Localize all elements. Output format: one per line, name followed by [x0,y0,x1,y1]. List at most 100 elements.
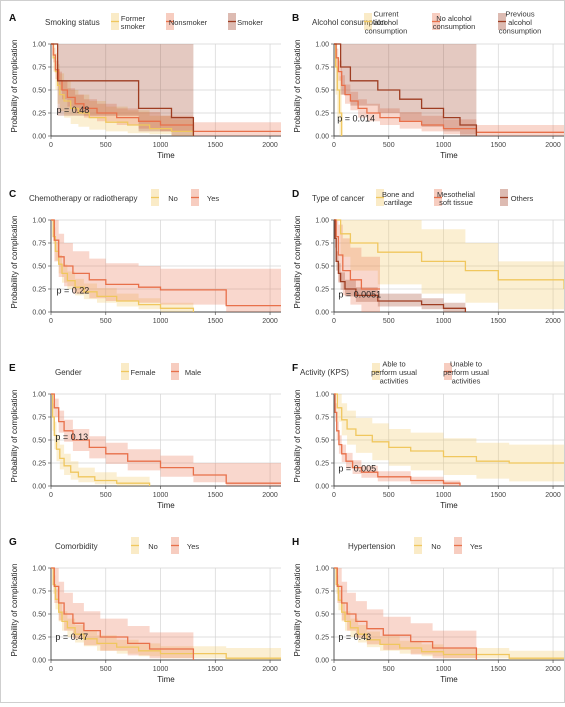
legend: Comorbidity No Yes [55,537,199,554]
tick-label-y: 1.00 [315,42,329,49]
tick-label-x: 0 [49,142,53,149]
legend-title: Chemotherapy or radiotherapy [29,194,138,203]
tick-label-x: 500 [383,666,395,673]
y-axis-title: Probability of complication [293,564,302,657]
tick-label-x: 500 [383,318,395,325]
legend-label: Mesothelial [437,190,475,199]
y-axis-title: Probability of complication [293,40,302,133]
tick-label-y: 0.25 [315,287,329,294]
tick-label-y: 0.50 [315,264,329,271]
tick-label-x: 1000 [436,492,452,499]
p-value-label: p = 0.43 [338,632,371,642]
tick-label-y: 0.75 [32,415,46,422]
legend-label: activities [452,376,481,385]
tick-label-x: 1000 [436,142,452,149]
tick-label-y: 0.50 [315,612,329,619]
legend-key: Yes [454,537,482,554]
tick-label-x: 2000 [262,492,278,499]
km-curve [51,219,195,312]
legend-label: Others [511,194,534,203]
tick-label-x: 2000 [545,666,561,673]
tick-label-x: 1000 [153,492,169,499]
tick-label-y: 0.00 [315,310,329,317]
axes: 0.00 0.25 0.50 0.75 1.00 0 500 1000 1500 2000 [32,392,281,499]
ci-band [334,394,564,482]
y-axis-title: Probability of complication [10,40,19,133]
tick-label-x: 0 [49,318,53,325]
ci-band [334,568,477,660]
legend-label: Male [185,368,201,377]
legend-title: Gender [55,368,82,377]
tick-label-x: 500 [100,492,112,499]
legend-label: Unable to [450,360,482,369]
tick-label-x: 500 [100,318,112,325]
tick-label-y: 0.50 [32,88,46,95]
legend-label: smoker [121,22,146,31]
tick-label-y: 0.75 [315,589,329,596]
km-curve [51,43,195,136]
y-axis-title: Probability of complication [10,564,19,657]
p-value-label: p = 0.47 [55,632,88,642]
legend-label: consumption [499,26,542,35]
legend-label: soft tissue [439,198,473,207]
legend-title: Hypertension [348,542,395,551]
panel-c: C Chemotherapy or radiotherapy No Yes0.000.… [9,189,281,325]
p-value-label: p = 0.48 [56,105,89,115]
legend-label: Former [121,14,146,23]
axes: 0.00 0.25 0.50 0.75 1.00 0 500 1000 1500 2000 [32,566,281,673]
legend-label: No [168,194,178,203]
legend-label: Nonsmoker [169,18,208,27]
legend: Chemotherapy or radiotherapy No Yes [29,189,219,206]
tick-label-y: 0.25 [315,461,329,468]
legend-label: cartilage [384,198,412,207]
legend-label: Female [130,368,155,377]
tick-label-y: 1.00 [32,218,46,225]
tick-label-x: 0 [332,492,336,499]
km-curve [334,219,380,290]
tick-label-y: 0.25 [32,635,46,642]
tick-label-x: 1500 [490,318,506,325]
panel-g: G Comorbidity No Yes 0.00 0.25 0.50 0.75 1.00 0 50… [9,537,281,684]
legend-title: Smoking status [45,18,100,27]
legend-label: Able to [382,360,405,369]
tick-label-x: 2000 [262,142,278,149]
legend-label: Yes [207,194,219,203]
legend-label: perform usual [371,368,417,377]
tick-label-y: 0.00 [32,134,46,141]
panel-label: H [292,537,299,548]
ci-band [334,44,564,136]
km-curve [334,567,564,659]
tick-label-x: 1500 [207,492,223,499]
panel-label: G [9,537,17,548]
tick-label-y: 1.00 [32,566,46,573]
tick-label-x: 1000 [153,318,169,325]
ci-band [51,220,281,312]
km-curve [334,393,461,486]
tick-label-x: 500 [100,666,112,673]
tick-label-x: 500 [100,142,112,149]
x-axis-title: Time [440,675,458,684]
ci-band [51,394,150,486]
km-curve [51,219,281,307]
tick-label-y: 0.25 [32,287,46,294]
axes: 0.00 0.25 0.50 0.75 1.00 0 500 1000 1500 2000 [32,218,281,325]
tick-label-y: 1.00 [315,218,329,225]
tick-label-x: 1500 [207,318,223,325]
tick-label-x: 1500 [207,666,223,673]
tick-label-x: 1000 [153,142,169,149]
y-axis-title: Probability of complication [10,390,19,483]
p-value-label: p = 0.005 [338,463,376,473]
tick-label-x: 2000 [262,666,278,673]
panel-label: F [292,363,298,374]
tick-label-y: 0.00 [315,658,329,665]
tick-label-y: 0.00 [32,658,46,665]
tick-label-x: 2000 [545,318,561,325]
legend-label: alcohol [508,18,532,27]
